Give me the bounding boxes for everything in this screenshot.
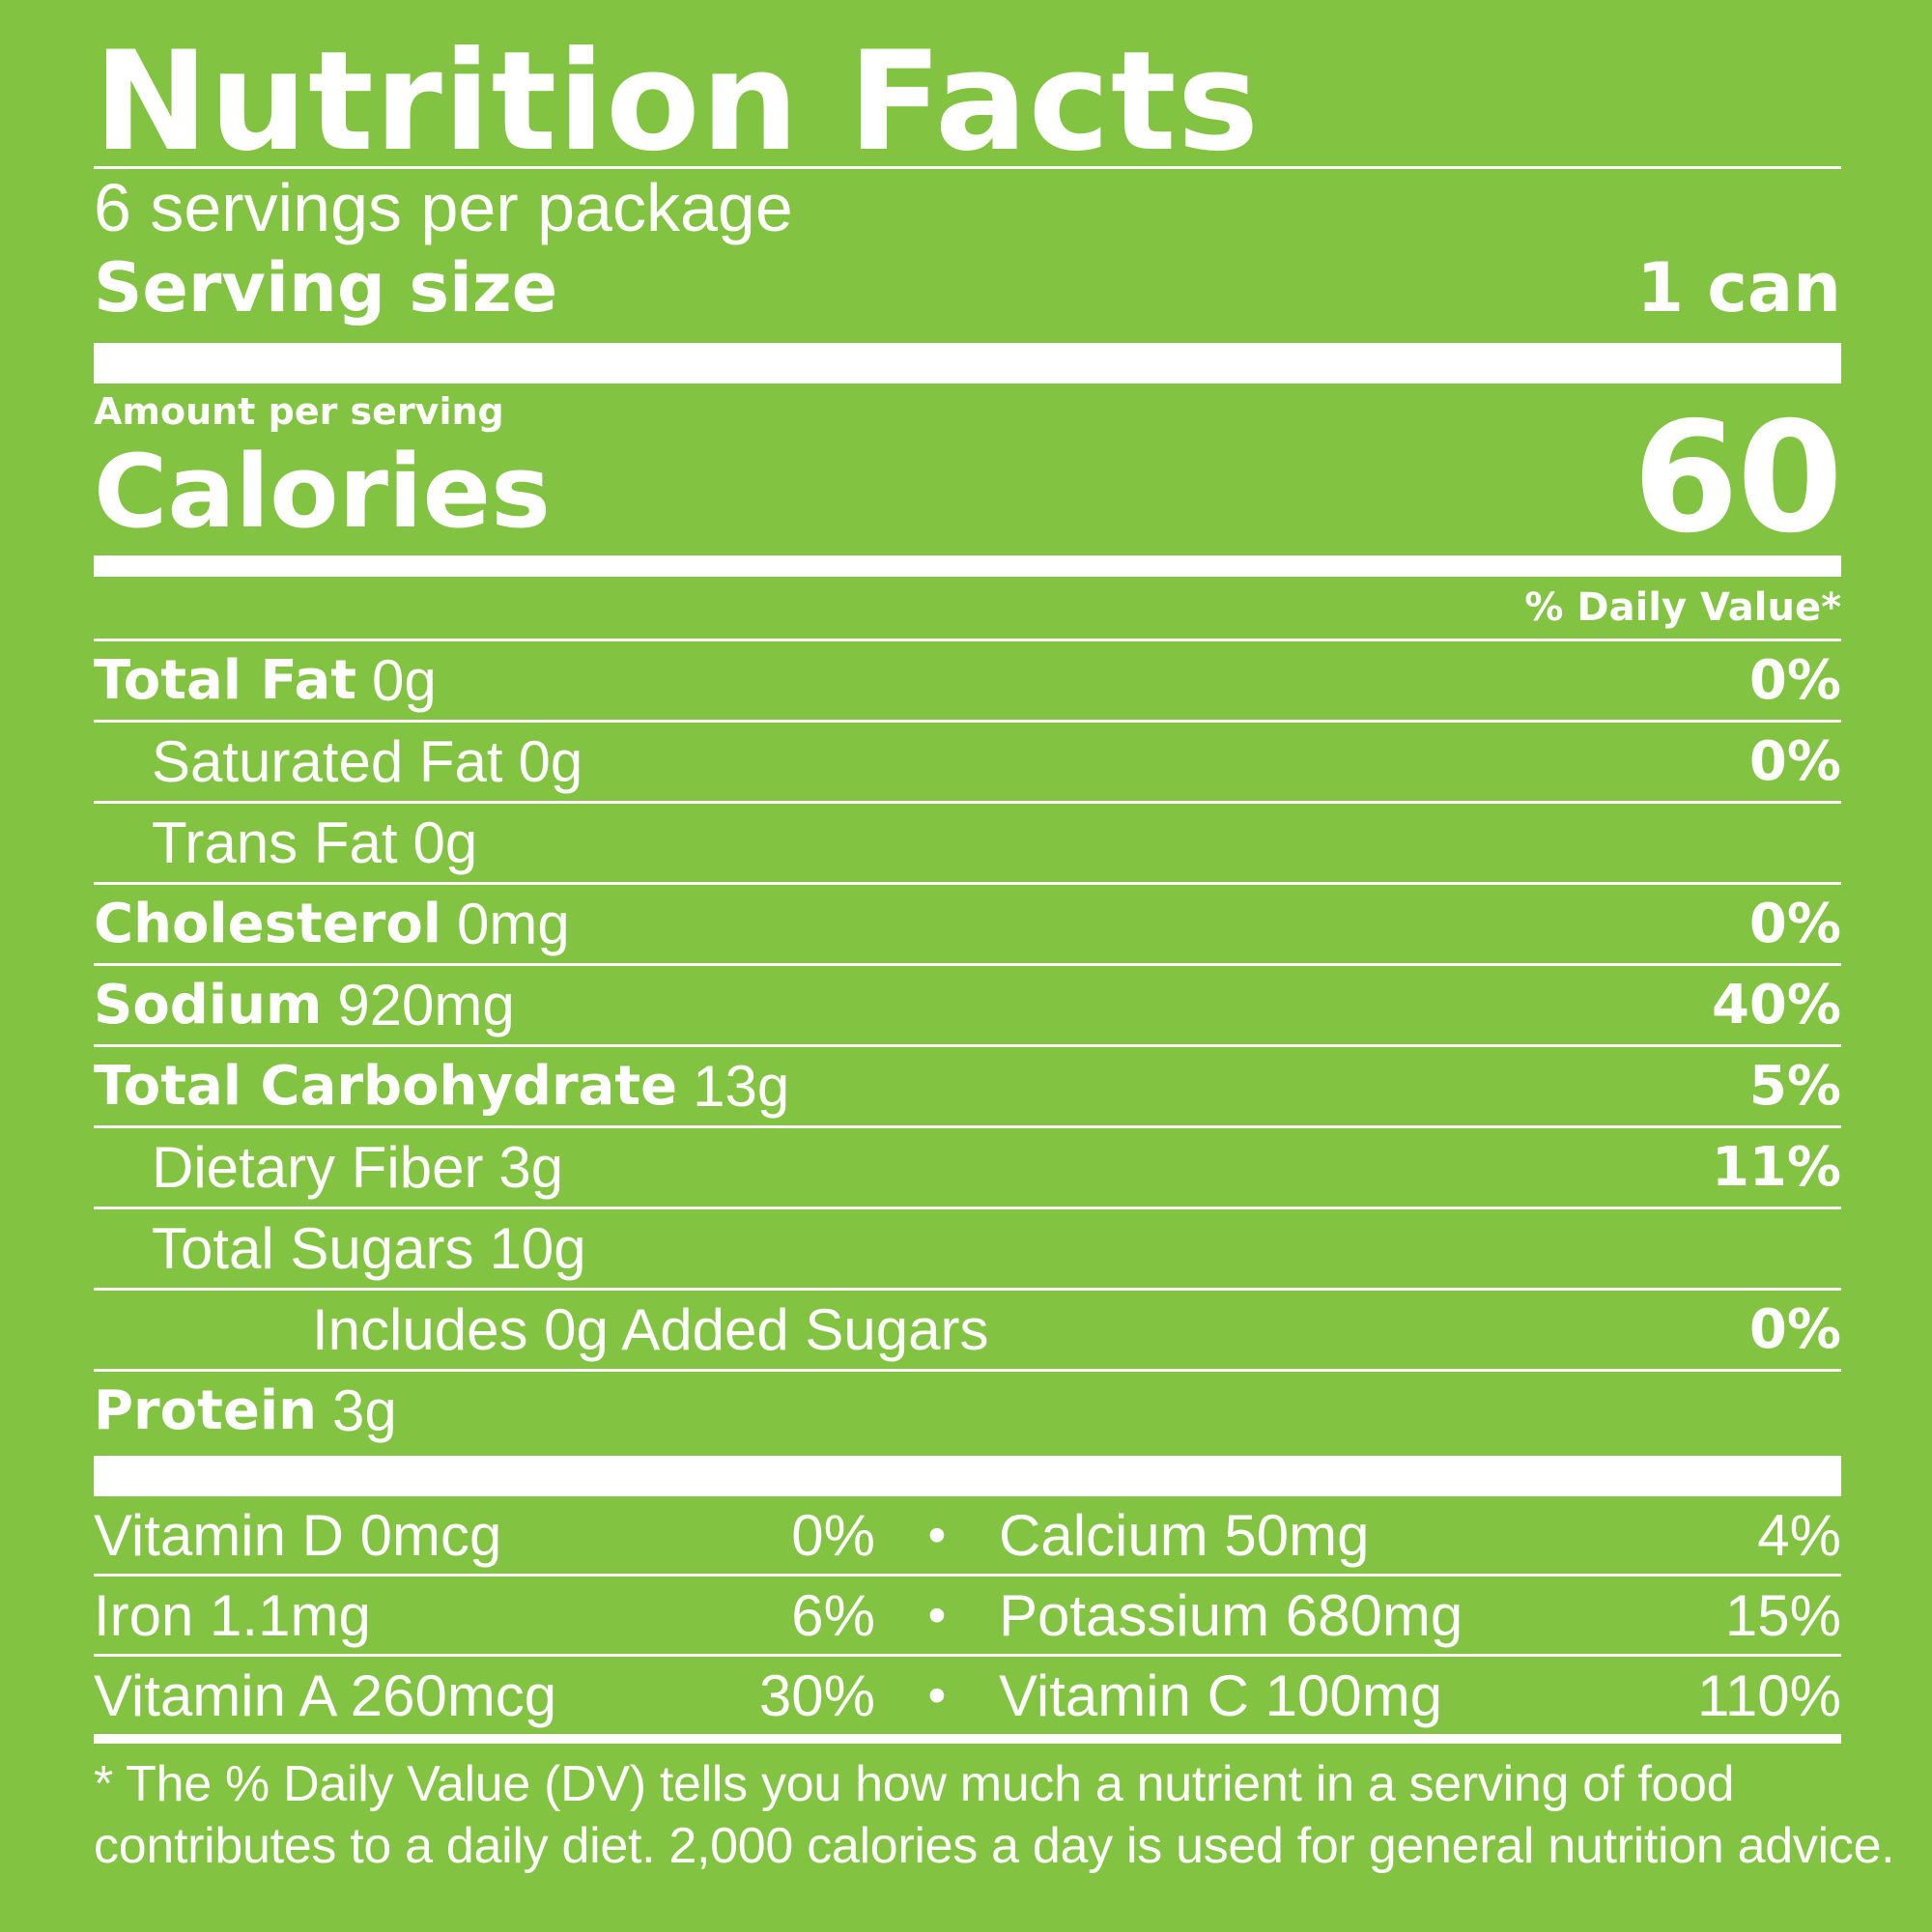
vitamin-label: Vitamin C 100mg	[999, 1662, 1443, 1728]
serving-size-value: 1 can	[1636, 248, 1841, 327]
nutrient-amount: 10g	[489, 1216, 586, 1281]
medium-divider	[94, 555, 1841, 577]
serving-size-row: Serving size 1 can	[94, 246, 1841, 329]
nutrient-row-sodium: Sodium 920mg 40%	[94, 963, 1841, 1044]
nutrient-dv: 11%	[1711, 1136, 1841, 1199]
vitamin-dv: 6%	[791, 1582, 875, 1648]
nutrient-name: Total Fat	[94, 649, 357, 712]
vitamin-label: Vitamin D 0mcg	[94, 1502, 502, 1568]
nutrient-name: Sodium	[94, 974, 323, 1037]
vitamin-row: Vitamin D 0mcg 0% • Calcium 50mg 4%	[94, 1496, 1841, 1574]
nutrient-row-total-fat: Total Fat 0g 0%	[94, 639, 1841, 720]
nutrient-dv: 0%	[1748, 1298, 1841, 1361]
label-title: Nutrition Facts	[94, 22, 1261, 182]
vitamin-dv: 4%	[1757, 1502, 1841, 1568]
footnote-line: * The % Daily Value (DV) tells you how m…	[94, 1756, 1735, 1812]
nutrient-name: Total Carbohydrate	[94, 1055, 678, 1118]
vitamin-cell: Potassium 680mg 15%	[999, 1582, 1841, 1649]
nutrient-row-dietary-fiber: Dietary Fiber 3g 11%	[94, 1125, 1841, 1207]
vitamin-label: Iron 1.1mg	[94, 1582, 371, 1648]
nutrient-amount: 0g	[372, 648, 437, 713]
nutrient-row-total-sugars: Total Sugars 10g	[94, 1207, 1841, 1288]
nutrient-amount: 13g	[693, 1054, 790, 1119]
calories-value: 60	[1633, 389, 1843, 567]
nutrient-amount: 3g	[331, 1378, 397, 1443]
servings-per-package: 6 servings per package	[94, 170, 793, 245]
bullet-separator: •	[927, 1506, 947, 1564]
nutrient-row-total-carbohydrate: Total Carbohydrate 13g 5%	[94, 1044, 1841, 1125]
nutrient-dv: 40%	[1711, 974, 1841, 1037]
nutrient-name: Trans Fat	[152, 810, 398, 875]
vitamin-dv: 110%	[1696, 1662, 1841, 1728]
nutrient-name: Dietary Fiber	[152, 1135, 484, 1200]
nutrient-amount: 3g	[498, 1135, 564, 1200]
calories-label: Calories	[94, 433, 551, 551]
nutrient-dv: 0%	[1748, 730, 1841, 793]
vitamin-label: Potassium 680mg	[999, 1582, 1463, 1648]
thick-divider	[94, 343, 1841, 384]
vitamin-cell: Calcium 50mg 4%	[999, 1502, 1841, 1569]
vitamin-label: Vitamin A 260mcg	[94, 1662, 557, 1728]
nutrition-facts-panel: Nutrition Facts 6 servings per package S…	[94, 22, 1895, 1877]
footnote-line: contributes to a daily diet. 2,000 calor…	[94, 1818, 1895, 1874]
vitamin-cell: Vitamin C 100mg 110%	[999, 1662, 1841, 1729]
nutrient-amount: 0g	[518, 729, 583, 794]
amount-per-serving: Amount per serving	[94, 390, 504, 433]
nutrient-row-added-sugars: Includes 0g Added Sugars 0%	[94, 1288, 1841, 1369]
vitamin-dv: 30%	[758, 1662, 875, 1728]
nutrient-amount: 920mg	[337, 973, 515, 1037]
divider	[94, 166, 1841, 169]
vitamin-cell: Vitamin A 260mcg 30%	[94, 1662, 875, 1729]
bullet-separator: •	[927, 1586, 947, 1644]
nutrient-row-protein: Protein 3g	[94, 1369, 1841, 1450]
nutrient-name: Total Sugars	[152, 1216, 474, 1281]
serving-size-label: Serving size	[94, 248, 558, 327]
vitamin-row: Vitamin A 260mcg 30% • Vitamin C 100mg 1…	[94, 1654, 1841, 1734]
thick-divider-vitamins	[94, 1456, 1841, 1496]
nutrient-name: Cholesterol	[94, 893, 441, 955]
nutrient-dv: 0%	[1748, 649, 1841, 712]
vitamin-dv: 0%	[791, 1502, 875, 1568]
nutrient-amount: 0mg	[456, 892, 570, 956]
calories-row: Calories 60	[94, 402, 1843, 554]
nutrient-name: Protein	[94, 1379, 317, 1442]
vitamin-cell: Vitamin D 0mcg 0%	[94, 1502, 875, 1569]
footer-divider	[94, 1734, 1841, 1744]
footnote: * The % Daily Value (DV) tells you how m…	[94, 1753, 1895, 1877]
vitamin-label: Calcium 50mg	[999, 1502, 1370, 1568]
nutrient-row-trans-fat: Trans Fat 0g	[94, 801, 1841, 882]
vitamin-dv: 15%	[1724, 1582, 1841, 1648]
nutrient-name: Includes 0g Added Sugars	[312, 1297, 989, 1362]
nutrient-dv: 0%	[1748, 893, 1841, 955]
nutrient-row-cholesterol: Cholesterol 0mg 0%	[94, 882, 1841, 963]
nutrient-name: Saturated Fat	[152, 729, 503, 794]
vitamin-cell: Iron 1.1mg 6%	[94, 1582, 875, 1649]
daily-value-header: % Daily Value*	[1524, 585, 1841, 630]
nutrient-dv: 5%	[1748, 1055, 1841, 1118]
vitamin-row: Iron 1.1mg 6% • Potassium 680mg 15%	[94, 1574, 1841, 1654]
nutrient-amount: 0g	[412, 810, 478, 875]
nutrient-row-saturated-fat: Saturated Fat 0g 0%	[94, 720, 1841, 801]
bullet-separator: •	[927, 1666, 947, 1724]
